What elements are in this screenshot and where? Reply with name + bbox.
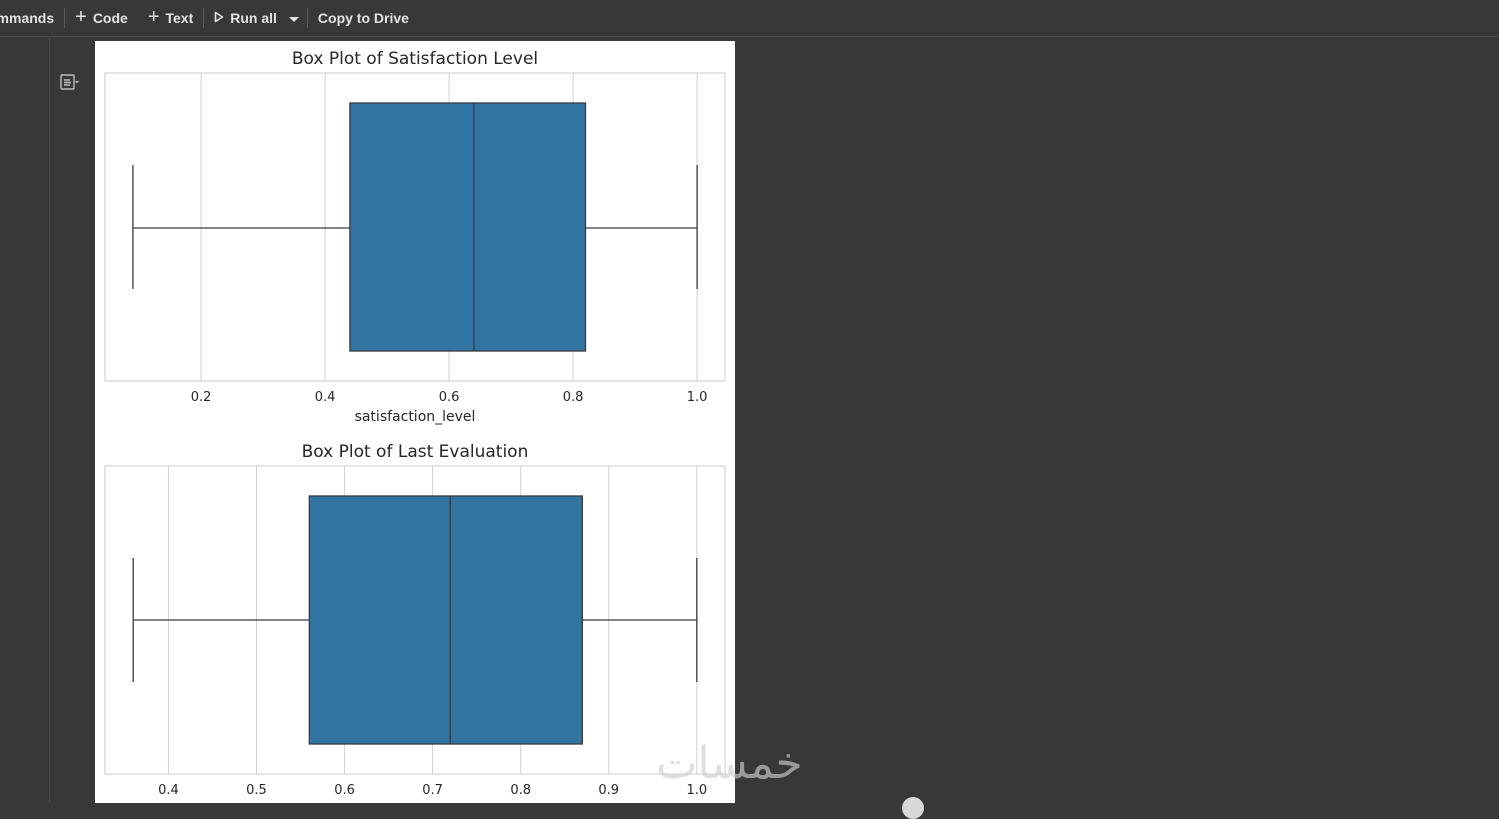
tick-label: 1.0 — [686, 783, 707, 798]
caret-down-icon — [288, 10, 299, 26]
x-axis-label: satisfaction_level — [355, 409, 476, 425]
box-iqr — [349, 102, 587, 352]
tick-label: 0.2 — [191, 390, 212, 405]
add-code-button[interactable]: + Code — [65, 0, 138, 36]
plot-frame — [104, 465, 726, 775]
output-options-icon[interactable] — [60, 74, 80, 97]
watermark-logo: خمسات — [656, 738, 803, 789]
box-plot-figure: 0.2 0.4 0.6 0.8 1.0 Box Plot of Satisfaction … — [104, 49, 726, 798]
tick-label: 0.8 — [563, 390, 584, 405]
toolbar-divider — [203, 8, 205, 28]
run-all-label: Run all — [230, 10, 277, 26]
add-text-button[interactable]: + Text — [138, 0, 203, 36]
tick-label: 0.5 — [246, 783, 267, 798]
toolbar-divider — [306, 8, 308, 28]
commands-label: ommands — [0, 10, 55, 26]
cell-gutter-divider — [49, 37, 50, 803]
toolbar-divider — [64, 8, 66, 28]
run-all-button[interactable]: Run all — [204, 0, 287, 36]
add-text-label: Text — [165, 10, 194, 26]
tick-label: 0.4 — [315, 390, 336, 405]
tick-label: 0.4 — [158, 783, 179, 798]
copy-to-drive-button[interactable]: Copy to Drive — [308, 0, 419, 36]
tick-label: 0.8 — [510, 783, 531, 798]
chart-title: Box Plot of Last Evaluation — [302, 442, 529, 462]
notebook-toolbar: ommands + Code + Text Run all Copy to Dr… — [0, 0, 1499, 37]
run-options-dropdown[interactable] — [287, 0, 307, 36]
add-code-label: Code — [92, 10, 128, 26]
plus-icon: + — [75, 6, 87, 28]
chart-title: Box Plot of Satisfaction Level — [292, 49, 538, 69]
cell-output-panel: 0.2 0.4 0.6 0.8 1.0 Box Plot of Satisfaction … — [95, 41, 735, 803]
tick-label: 0.9 — [598, 783, 619, 798]
tick-label: 1.0 — [687, 390, 708, 405]
box-iqr — [308, 495, 583, 745]
tick-label: 0.7 — [422, 783, 443, 798]
tick-label: 0.6 — [439, 390, 460, 405]
floating-round-button[interactable] — [902, 797, 924, 819]
commands-button[interactable]: ommands — [0, 0, 64, 36]
play-icon — [214, 10, 224, 26]
copy-to-drive-label: Copy to Drive — [317, 10, 409, 26]
plot-frame — [104, 72, 726, 382]
plus-icon: + — [147, 6, 160, 28]
tick-label: 0.6 — [334, 783, 355, 798]
